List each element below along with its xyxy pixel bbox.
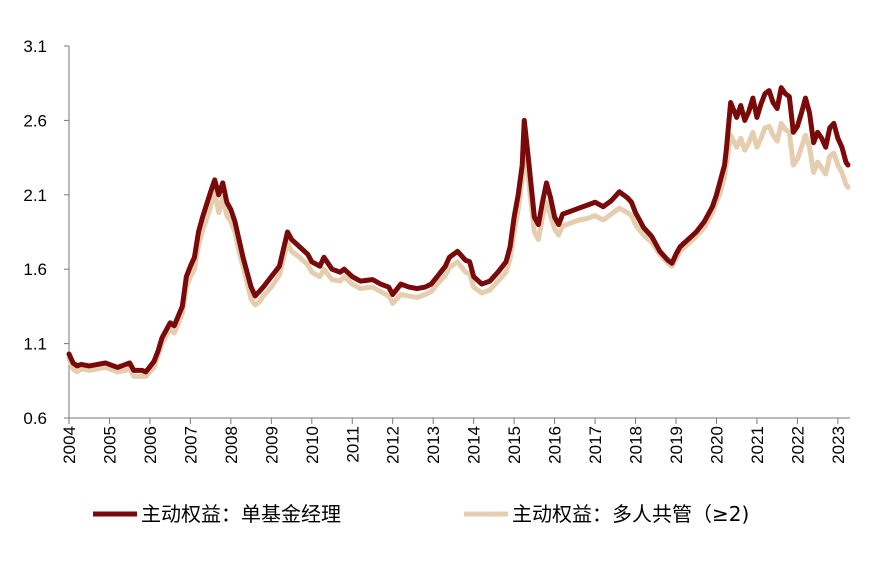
x-tick-label: 2021 [748, 426, 767, 464]
x-tick-label: 2004 [60, 426, 79, 464]
x-tick-label: 2010 [303, 426, 322, 464]
x-tick-label: 2018 [627, 426, 646, 464]
series-line-1 [66, 85, 851, 375]
y-tick-label: 2.1 [23, 186, 47, 205]
x-tick-label: 2011 [343, 426, 362, 463]
y-tick-label: 1.6 [23, 260, 47, 279]
x-tick-label: 2007 [181, 426, 200, 464]
legend-label-2: 主动权益：多人共管（≥2) [512, 502, 749, 526]
x-tick-label: 2006 [141, 426, 160, 464]
x-tick-label: 2012 [384, 426, 403, 464]
y-tick-label: 3.1 [23, 37, 47, 56]
x-tick-label: 2009 [262, 426, 281, 464]
x-tick-label: 2023 [829, 426, 848, 464]
x-tick-label: 2016 [546, 426, 565, 464]
x-tick-label: 2005 [100, 426, 119, 464]
x-tick-label: 2015 [505, 426, 524, 464]
y-tick-label: 0.6 [23, 409, 47, 428]
x-tick-label: 2019 [667, 426, 686, 464]
y-tick-label: 2.6 [23, 111, 47, 130]
x-tick-label: 2008 [222, 426, 241, 464]
x-axis: 2004 2005 2006 2007 2008 2009 2010 2011 2012 2013… [60, 417, 850, 464]
x-tick-label: 2020 [707, 426, 726, 464]
plot-area [66, 85, 851, 379]
x-tick-label: 2017 [586, 426, 605, 464]
y-axis: 3.1 2.6 2.1 1.6 1.1 0.6 [23, 37, 70, 428]
x-tick-label: 2022 [788, 426, 807, 464]
y-tick-label: 1.1 [23, 335, 47, 354]
legend: 主动权益：单基金经理 主动权益：多人共管（≥2) [93, 502, 749, 526]
series-line-2 [66, 120, 851, 379]
legend-label-1: 主动权益：单基金经理 [141, 502, 341, 526]
x-tick-label: 2013 [424, 426, 443, 464]
x-tick-label: 2014 [465, 426, 484, 464]
